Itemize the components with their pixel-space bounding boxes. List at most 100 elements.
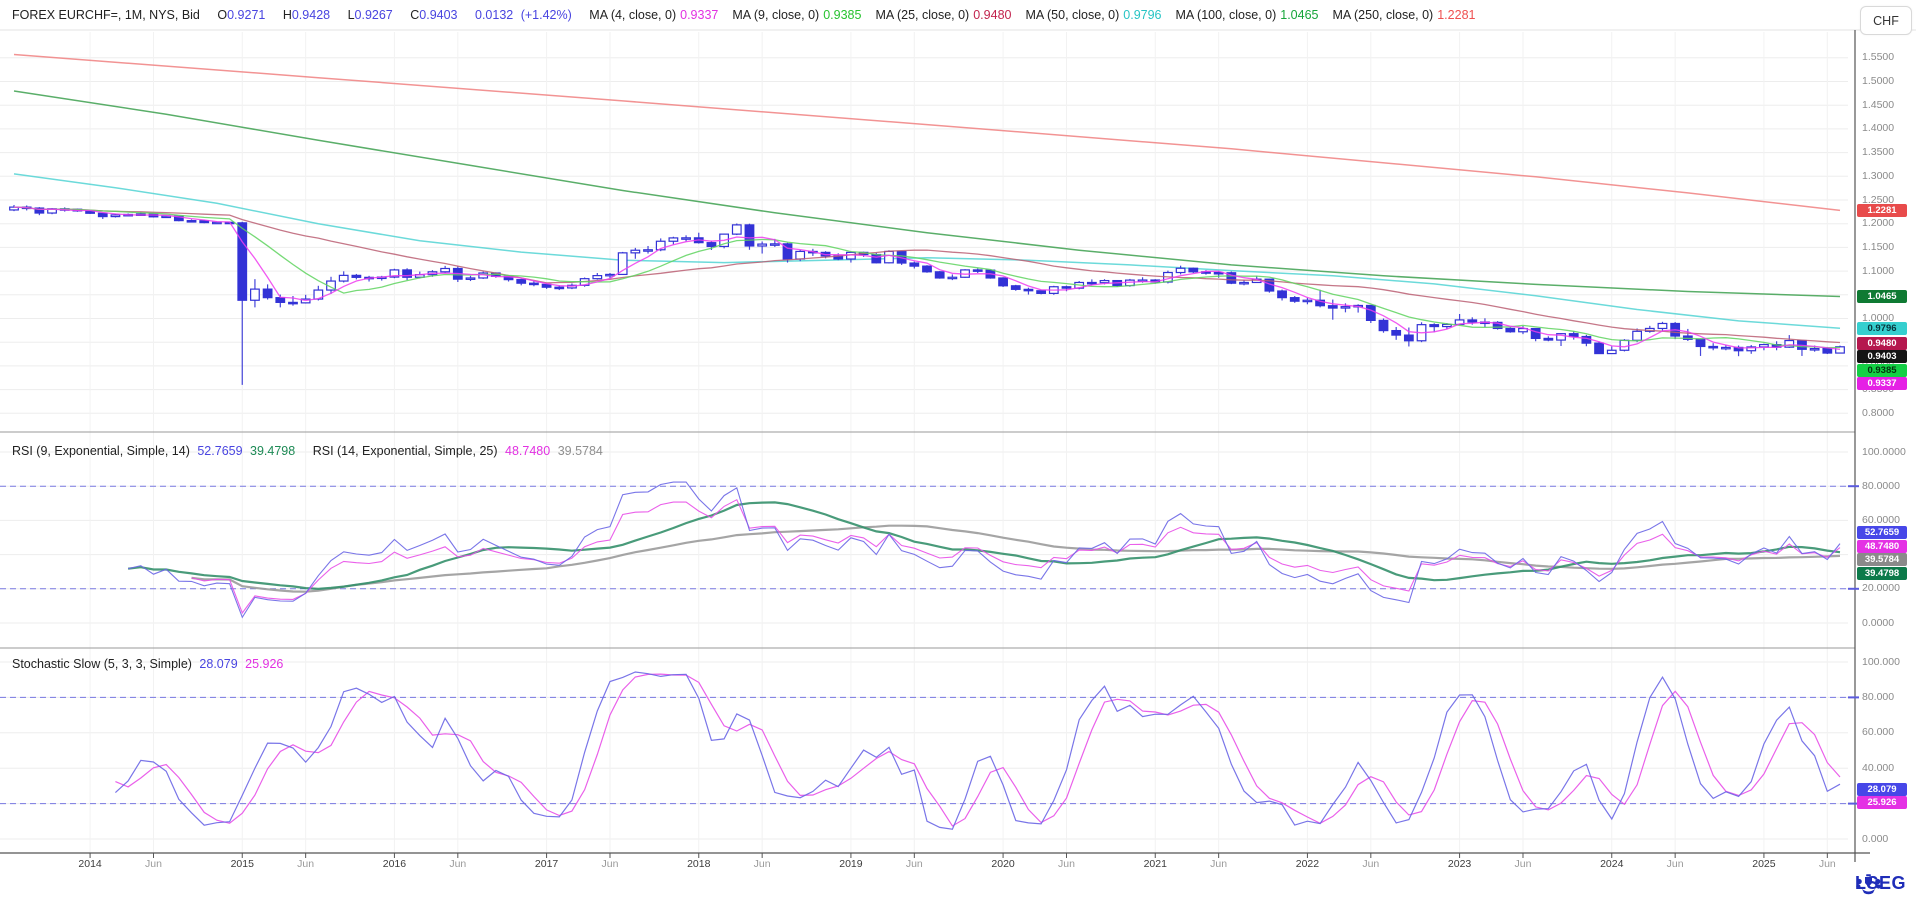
- overlay-ma100: [13, 90, 1841, 298]
- low-value: 0.9267: [354, 8, 393, 22]
- ma-legend-value: 0.9337: [680, 8, 719, 22]
- price-axis-label: 1.1000: [1862, 264, 1895, 277]
- rsi-badge: 39.4798: [1857, 566, 1907, 580]
- time-axis-label: Jun: [1514, 858, 1532, 870]
- time-axis-label: Jun: [1058, 858, 1075, 870]
- time-axis-label: Jun: [1210, 858, 1228, 870]
- rsi-badge: 39.5784: [1857, 553, 1907, 567]
- stoch-axis-label: 60.000: [1862, 726, 1895, 739]
- close-value: 0.9403: [419, 8, 458, 22]
- high-value: 0.9428: [291, 8, 331, 22]
- time-axis-label: Jun: [753, 858, 771, 870]
- close-label: C: [410, 8, 420, 22]
- currency-button[interactable]: CHF: [1860, 6, 1912, 35]
- price-axis-label: 1.1500: [1862, 240, 1895, 253]
- stoch-badge: 25.926: [1857, 796, 1907, 810]
- ma-legend-label[interactable]: MA (100, close, 0): [1175, 8, 1277, 22]
- stochastic-legend[interactable]: Stochastic Slow (5, 3, 3, Simple) 28.079…: [12, 657, 287, 671]
- low-label: L: [347, 8, 355, 22]
- rsi-fast-signal-value: 39.4798: [250, 444, 296, 458]
- rsi-slow-signal-value: 39.5784: [557, 444, 603, 458]
- main-chart-legend: FOREX EURCHF=, 1M, NYS, Bid O0.9271 H0.9…: [12, 8, 1493, 22]
- rsi-badge: 48.7480: [1857, 539, 1907, 553]
- ma-legend-value: 1.2281: [1437, 8, 1476, 22]
- rsi-axis-label: 80.0000: [1862, 479, 1900, 492]
- stoch-axis-label: 40.000: [1862, 761, 1895, 774]
- ma-legend-label[interactable]: MA (250, close, 0): [1332, 8, 1434, 22]
- stoch-axis-label: 100.000: [1862, 655, 1900, 668]
- time-axis-label: 2014: [78, 858, 102, 870]
- rsi-slow-line: [191, 498, 1841, 615]
- stoch-k-line: [114, 671, 1841, 830]
- ma-legend-items: MA (4, close, 0) 0.9337 MA (9, close, 0) 0.…: [589, 8, 1489, 22]
- time-axis-label: 2022: [1295, 858, 1320, 870]
- price-axis-label: 1.3000: [1862, 169, 1895, 182]
- price-badge: 0.9796: [1857, 321, 1907, 335]
- time-axis-label: Jun: [1362, 858, 1380, 870]
- rsi-axis-label: 20.0000: [1862, 582, 1900, 595]
- time-axis-label: Jun: [1666, 858, 1684, 870]
- high-label: H: [282, 8, 292, 22]
- price-badge: 0.9337: [1857, 377, 1907, 391]
- stoch-d-value: 25.926: [245, 657, 284, 671]
- stoch-axis-label: 0.000: [1862, 832, 1889, 845]
- price-axis-label: 1.4500: [1862, 98, 1895, 111]
- time-axis-label: 2017: [534, 858, 559, 870]
- axis-frame: [0, 29, 1916, 862]
- time-axis-label: Jun: [449, 858, 467, 870]
- ma-legend-label[interactable]: MA (25, close, 0): [875, 8, 970, 22]
- price-axis-label: 1.0000: [1862, 312, 1895, 324]
- rsi-axis-label: 0.0000: [1862, 616, 1895, 629]
- time-axis-label: 2018: [687, 858, 711, 870]
- price-badge: 0.9403: [1857, 350, 1907, 364]
- rsi-badge: 52.7659: [1857, 526, 1907, 540]
- stoch-axis-label: 80.000: [1862, 690, 1895, 703]
- stoch-d-line: [115, 673, 1841, 827]
- time-axis-label: 2023: [1447, 858, 1472, 870]
- price-badge: 1.0465: [1857, 290, 1907, 303]
- price-axis-label: 1.5500: [1862, 51, 1895, 64]
- rsi-axis-label: 60.0000: [1862, 513, 1900, 526]
- overlay-ma4: [13, 206, 1841, 351]
- ma-legend-value: 0.9796: [1123, 8, 1162, 22]
- change-value: 0.0132: [475, 8, 514, 22]
- rsi-fast-signal-line: [127, 501, 1841, 591]
- stoch-name: Stochastic Slow (5, 3, 3, Simple): [12, 657, 192, 671]
- time-axis-label: Jun: [905, 858, 923, 870]
- time-axis-label: Jun: [297, 858, 315, 870]
- price-axis-label: 1.2000: [1862, 217, 1895, 230]
- rsi-fast-line: [127, 481, 1841, 619]
- price-axis-label: 1.4000: [1862, 122, 1895, 135]
- time-axis-label: 2021: [1143, 858, 1167, 870]
- stoch-k-value: 28.079: [199, 657, 238, 671]
- price-badge: 1.2281: [1857, 203, 1907, 217]
- indicator-level-lines: [0, 485, 1859, 805]
- time-axis-label: 2025: [1752, 858, 1776, 870]
- price-axis-label: 0.8000: [1862, 406, 1895, 419]
- time-axis-label: 2024: [1600, 858, 1624, 870]
- ma-legend-value: 0.9480: [973, 8, 1012, 22]
- rsi-slow-name: RSI (14, Exponential, Simple, 25): [312, 444, 498, 458]
- overlay-ma50: [13, 173, 1841, 329]
- gridlines: [0, 32, 1848, 853]
- lseg-crest-icon: [1856, 874, 1881, 895]
- overlay-ma250: [13, 53, 1841, 212]
- time-axis-label: Jun: [145, 858, 162, 870]
- ma-legend-label[interactable]: MA (50, close, 0): [1025, 8, 1120, 22]
- time-axis-label: 2019: [839, 858, 863, 870]
- ma-legend-value: 0.9385: [823, 8, 862, 22]
- price-badge: 0.9480: [1857, 336, 1907, 350]
- time-axis-label: 2015: [230, 858, 254, 870]
- rsi-legend[interactable]: RSI (9, Exponential, Simple, 14) 52.7659…: [12, 444, 607, 458]
- ma-legend-label[interactable]: MA (9, close, 0): [732, 8, 820, 22]
- ma-legend-label[interactable]: MA (4, close, 0): [589, 8, 677, 22]
- overlay-ma9: [13, 206, 1841, 349]
- price-axis-label: 1.3500: [1862, 146, 1895, 159]
- change-percent: (+1.42%): [520, 8, 572, 22]
- time-axis-label: 2020: [991, 858, 1015, 870]
- instrument-title[interactable]: FOREX EURCHF=, 1M, NYS, Bid: [12, 8, 200, 22]
- price-badge: 0.9385: [1857, 363, 1907, 377]
- open-label: O: [217, 8, 228, 22]
